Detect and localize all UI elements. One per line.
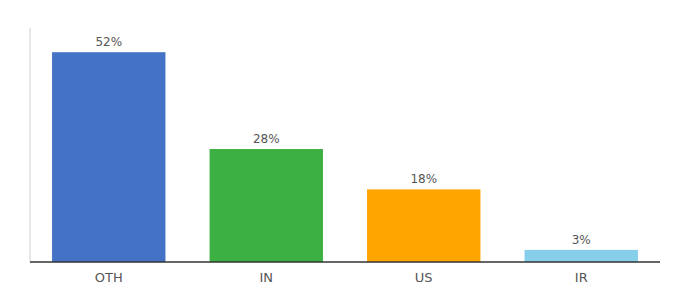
x-tick-label: US: [415, 270, 433, 285]
x-tick-labels: OTH IN US IR: [95, 270, 588, 285]
chart: 52% 28% 18% 3% OTH IN US IR: [0, 0, 680, 300]
bar: [525, 250, 638, 262]
y-axis-line: [30, 28, 31, 262]
bars: [52, 52, 638, 262]
data-label: 18%: [410, 172, 437, 186]
x-tick-label: IR: [575, 270, 588, 285]
data-label: 28%: [253, 132, 280, 146]
bar: [52, 52, 165, 262]
data-label: 52%: [95, 35, 122, 49]
chart-container: 52% 28% 18% 3% OTH IN US IR: [0, 0, 680, 300]
data-labels: 52% 28% 18% 3%: [95, 35, 590, 247]
x-tick-label: OTH: [95, 270, 123, 285]
bar: [210, 149, 323, 262]
bar: [367, 189, 480, 262]
x-tick-label: IN: [259, 270, 273, 285]
data-label: 3%: [572, 233, 591, 247]
x-axis-line: [30, 261, 660, 263]
